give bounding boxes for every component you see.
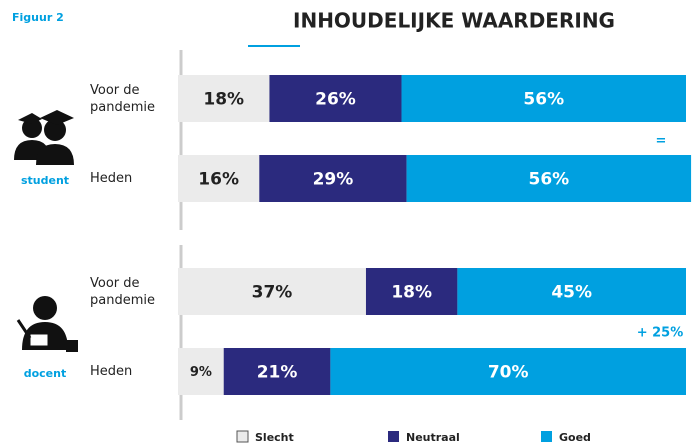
category-label: Voor de pandemie	[90, 275, 155, 308]
bar-segment	[223, 348, 331, 395]
value-label: 18%	[391, 283, 432, 303]
value-label: 70%	[488, 363, 529, 383]
value-label: 45%	[551, 283, 592, 303]
annotation: =	[656, 134, 667, 149]
annotation: + 25%	[637, 326, 684, 341]
value-label: 37%	[252, 283, 293, 303]
group-label: student	[21, 174, 69, 187]
bar-segment	[401, 75, 686, 122]
value-label: 29%	[313, 170, 354, 190]
legend-swatch	[541, 431, 552, 442]
value-label: 21%	[257, 363, 298, 383]
legend-swatch	[388, 431, 399, 442]
bar-segment	[330, 348, 686, 395]
student-icon	[14, 110, 74, 165]
bar-segment	[457, 268, 686, 315]
category-label: Heden	[90, 364, 133, 379]
legend-label: Neutraal	[406, 431, 460, 444]
legend-swatch	[236, 430, 249, 443]
chart-title: INHOUDELIJKE WAARDERING	[293, 9, 615, 33]
value-label: 56%	[528, 170, 569, 190]
value-label: 9%	[190, 365, 212, 380]
bar-segment	[178, 268, 366, 315]
category-label: Heden	[90, 171, 133, 186]
figure-label: Figuur 2	[12, 11, 64, 24]
bar-segment	[365, 268, 458, 315]
group-label: docent	[24, 367, 67, 380]
bar-segment	[178, 75, 270, 122]
bar-segment	[259, 155, 407, 202]
docent-icon	[16, 296, 78, 352]
legend-label: Goed	[559, 431, 591, 444]
bar-segment	[269, 75, 402, 122]
legend-label: Slecht	[255, 431, 294, 444]
bar-segment	[406, 155, 692, 202]
value-label: 26%	[315, 90, 356, 110]
category-label: Voor de pandemie	[90, 82, 155, 115]
value-label: 18%	[203, 90, 244, 110]
bar-segment	[178, 155, 260, 202]
value-label: 16%	[198, 170, 239, 190]
bar-segment	[178, 348, 224, 395]
value-label: 56%	[523, 90, 564, 110]
